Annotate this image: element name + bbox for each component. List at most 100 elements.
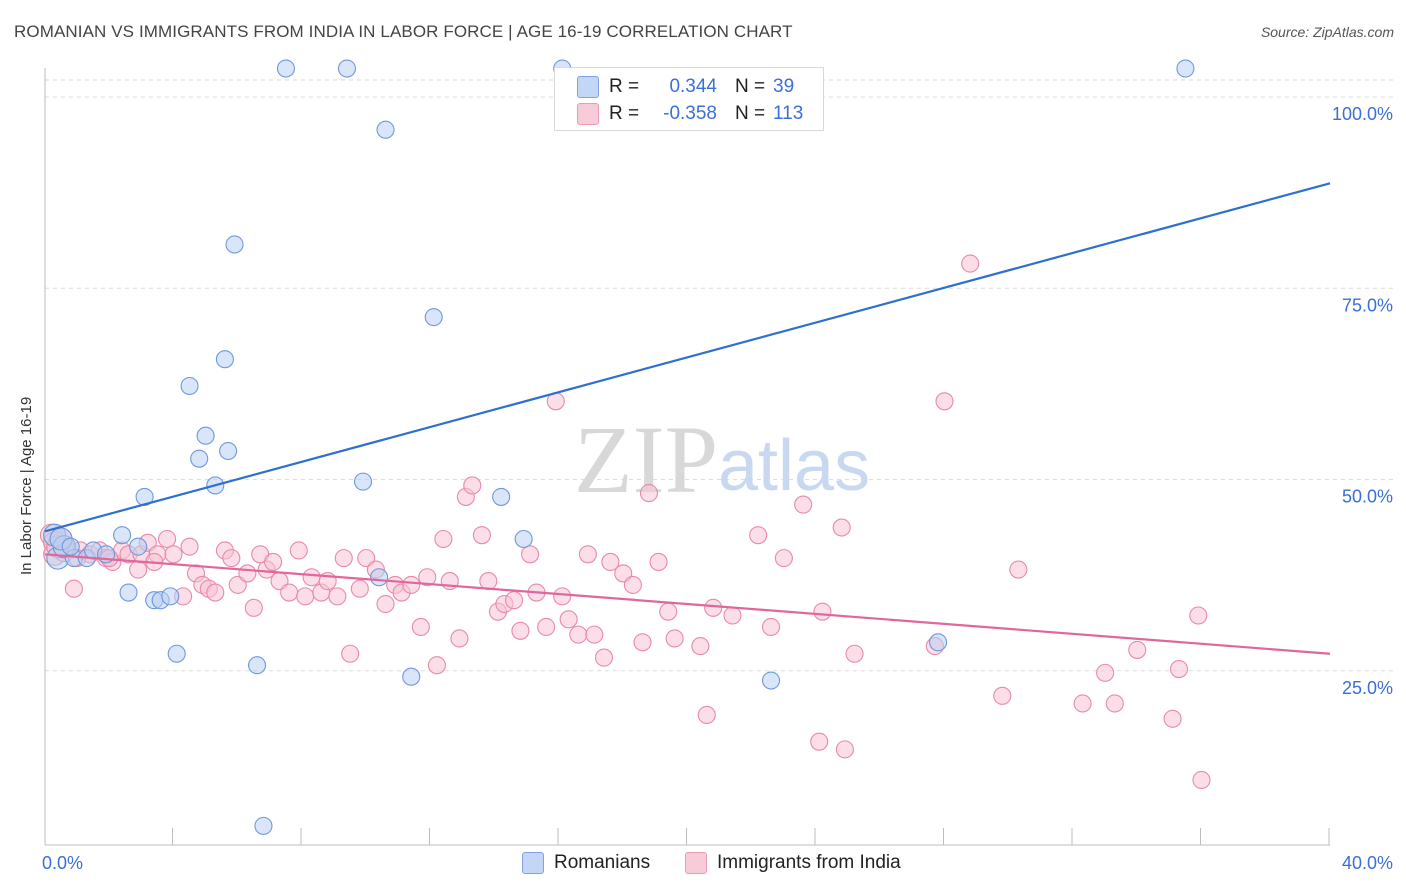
india-point (341, 644, 360, 663)
romanian-point (219, 441, 238, 461)
india-point (749, 526, 768, 545)
india-point (222, 549, 241, 568)
chart-source: Source: ZipAtlas.com (1260, 24, 1394, 40)
india-point (935, 392, 954, 411)
romanian-point (761, 671, 781, 690)
india-point (1169, 659, 1189, 679)
india-label: Immigrants from India (717, 852, 901, 873)
romanians-label: Romanians (554, 852, 651, 873)
india-point (289, 541, 308, 560)
india-point (845, 644, 864, 663)
india-point (434, 529, 453, 549)
india-point (832, 518, 851, 537)
india-point (813, 602, 832, 621)
india-point (774, 549, 793, 568)
india-point (427, 656, 446, 675)
india-swatch (685, 852, 707, 874)
india-point (64, 579, 83, 598)
india-point (585, 625, 604, 644)
india-point (761, 617, 781, 637)
india-point (697, 705, 716, 725)
india-point (504, 591, 524, 610)
romanian-point (492, 487, 511, 506)
india-point (206, 583, 225, 602)
india-point (569, 625, 588, 644)
romanian-trend-line (44, 182, 1331, 533)
india-point (1073, 694, 1092, 713)
legend-n-label: N = (735, 76, 766, 97)
romanian-point (180, 376, 199, 396)
india-point (578, 545, 597, 564)
india-point (180, 537, 199, 556)
india-point (1096, 663, 1115, 682)
romanian-point (514, 529, 533, 549)
india-point (993, 686, 1012, 705)
india-point (659, 602, 678, 621)
romanian-point (167, 644, 186, 663)
india-point (633, 633, 652, 652)
india-point (450, 629, 469, 648)
romanians-swatch (577, 76, 599, 98)
y-tick-label: 100.0% (1332, 104, 1393, 124)
romanian-point (215, 350, 234, 369)
india-point (594, 648, 614, 667)
india-point (835, 740, 854, 759)
india-point (264, 552, 283, 572)
y-tick-label: 25.0% (1342, 678, 1393, 698)
india-point (479, 572, 498, 591)
romanian-point (247, 656, 267, 675)
india-point (691, 637, 710, 656)
india-point (553, 587, 572, 606)
india-point (723, 606, 742, 625)
romanian-point (61, 537, 80, 556)
india-point (559, 610, 578, 629)
india-point (411, 617, 430, 637)
romanian-point (161, 587, 180, 606)
romanian-point (1176, 59, 1195, 78)
x-tick-label: 40.0% (1342, 853, 1393, 873)
india-point (1009, 560, 1028, 579)
legend-r-label: R = (609, 76, 640, 97)
india-point (328, 587, 347, 606)
legend-row-romanians: R = 0.344 N = 39 (577, 75, 813, 99)
watermark-atlas: atlas (718, 426, 870, 506)
india-point (280, 583, 299, 602)
india-point (601, 552, 620, 572)
india-swatch (577, 103, 599, 125)
india-point (623, 575, 642, 594)
legend-row-india: R = -0.358 N = 113 (577, 102, 813, 126)
india-point (1105, 694, 1124, 713)
trend-lines (44, 182, 1331, 655)
india-point (665, 629, 684, 648)
romanian-point (225, 235, 244, 254)
bottom-legend: Romanians Immigrants from India (0, 852, 1406, 876)
bottom-legend-india: Immigrants from India (685, 852, 901, 874)
legend-n-value: 39 (773, 76, 795, 97)
india-point (350, 579, 369, 598)
india-point (1192, 770, 1211, 790)
legend-n-label: N = (735, 103, 766, 124)
india-point (418, 568, 437, 587)
india-point (472, 526, 491, 545)
romanian-point (337, 59, 357, 78)
india-point (810, 732, 829, 751)
india-point (334, 549, 353, 568)
india-point (296, 587, 315, 606)
y-tick-label: 75.0% (1342, 295, 1393, 315)
india-point (158, 529, 177, 549)
india-point (164, 545, 183, 564)
bottom-legend-romanians: Romanians (522, 852, 650, 874)
y-tick-label: 50.0% (1342, 487, 1393, 507)
legend-r-value: -0.358 (663, 103, 717, 124)
romanian-point (370, 568, 389, 587)
romanian-point (276, 59, 295, 78)
legend-r-label: R = (609, 103, 640, 124)
india-trend-line (44, 553, 1331, 655)
india-point (704, 598, 723, 617)
romanian-point (929, 633, 948, 652)
legend-n-value: 113 (773, 103, 804, 124)
romanian-point (129, 537, 148, 556)
india-point (244, 598, 263, 617)
india-point (511, 621, 530, 640)
